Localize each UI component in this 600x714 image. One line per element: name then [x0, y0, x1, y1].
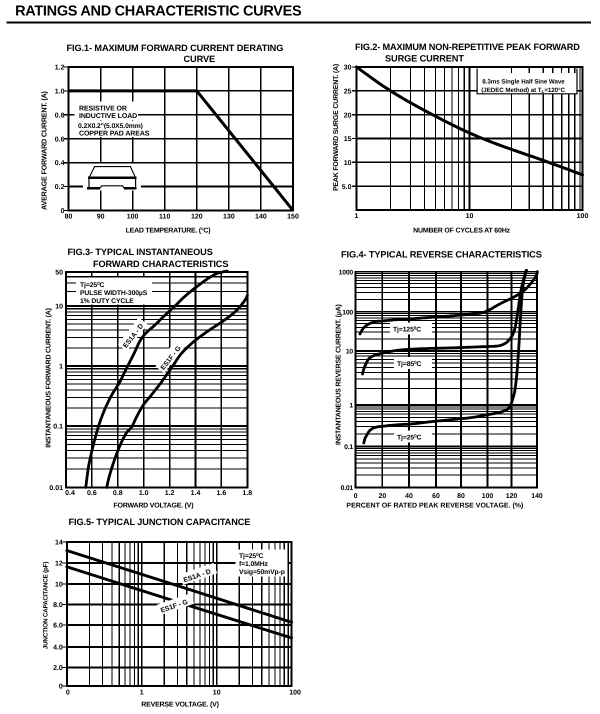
svg-text:FIG.5- TYPICAL JUNCTION CAPACI: FIG.5- TYPICAL JUNCTION CAPACITANCE: [69, 517, 251, 527]
svg-text:15: 15: [344, 136, 352, 143]
svg-text:FIG.4- TYPICAL REVERSE CHARACT: FIG.4- TYPICAL REVERSE CHARACTERISTICS: [341, 250, 542, 260]
svg-text:1: 1: [59, 364, 63, 371]
svg-text:0.8: 0.8: [113, 490, 123, 497]
svg-text:0: 0: [59, 684, 63, 691]
svg-text:FORWARD VOLTAGE. (V): FORWARD VOLTAGE. (V): [113, 502, 193, 510]
svg-text:Tj=250C: Tj=250C: [80, 281, 105, 289]
svg-text:PEAK FORWARD SURGE CURRENT. (A: PEAK FORWARD SURGE CURRENT. (A): [332, 64, 340, 191]
svg-text:0.2X0.2"(5.0X5.0mm): 0.2X0.2"(5.0X5.0mm): [78, 123, 143, 130]
svg-text:100: 100: [127, 214, 139, 221]
svg-text:0.6: 0.6: [87, 490, 97, 497]
svg-text:RATINGS AND CHARACTERISTIC CUR: RATINGS AND CHARACTERISTIC CURVES: [15, 3, 302, 19]
svg-text:8.0: 8.0: [53, 602, 63, 609]
svg-text:50: 50: [55, 270, 63, 277]
svg-text:FIG.3- TYPICAL INSTANTANEOUS: FIG.3- TYPICAL INSTANTANEOUS: [68, 247, 213, 257]
svg-text:110: 110: [159, 214, 170, 221]
svg-text:Tj=1250C: Tj=1250C: [393, 326, 421, 334]
svg-text:0: 0: [61, 208, 65, 215]
svg-text:1: 1: [349, 403, 353, 410]
svg-text:80: 80: [65, 214, 73, 221]
svg-text:120: 120: [506, 493, 518, 500]
svg-text:5.0: 5.0: [342, 184, 352, 191]
svg-text:RESISTIVE OR: RESISTIVE OR: [79, 105, 127, 112]
svg-text:2.0: 2.0: [53, 665, 63, 672]
svg-text:90: 90: [97, 214, 105, 221]
svg-text:Vsig=50mVp-p: Vsig=50mVp-p: [239, 569, 285, 576]
svg-text:140: 140: [255, 214, 267, 221]
svg-text:1.8: 1.8: [242, 490, 252, 497]
svg-text:30: 30: [344, 65, 352, 72]
svg-text:80: 80: [457, 493, 465, 500]
svg-text:LEAD TEMPERATURE. (°C): LEAD TEMPERATURE. (°C): [126, 227, 211, 235]
svg-text:10: 10: [466, 213, 474, 220]
svg-text:SURGE CURRENT: SURGE CURRENT: [385, 54, 464, 64]
svg-text:20: 20: [344, 112, 352, 119]
svg-text:150: 150: [287, 214, 299, 221]
svg-text:140: 140: [531, 493, 543, 500]
svg-text:AVERAGE FORWARD CURRENT. (A): AVERAGE FORWARD CURRENT. (A): [40, 90, 49, 210]
svg-text:FORWARD CHARACTERISTICS: FORWARD CHARACTERISTICS: [93, 259, 228, 269]
svg-text:1.6: 1.6: [217, 490, 227, 497]
svg-text:1.0: 1.0: [139, 490, 149, 497]
svg-text:1.4: 1.4: [191, 490, 201, 497]
svg-text:0.8: 0.8: [55, 112, 65, 119]
svg-text:(JEDEC Method) at TL=120°C: (JEDEC Method) at TL=120°C: [481, 87, 565, 94]
svg-text:1: 1: [140, 690, 144, 697]
svg-text:25: 25: [344, 88, 352, 95]
svg-text:1% DUTY CYCLE: 1% DUTY CYCLE: [80, 298, 134, 305]
svg-text:10: 10: [213, 690, 221, 697]
svg-text:12: 12: [55, 561, 63, 568]
svg-text:FIG.1- MAXIMUM FORWARD CURRENT: FIG.1- MAXIMUM FORWARD CURRENT DERATING: [67, 43, 284, 53]
svg-text:10: 10: [346, 349, 354, 356]
svg-text:40: 40: [405, 493, 413, 500]
svg-text:REVERSE VOLTAGE. (V): REVERSE VOLTAGE. (V): [141, 701, 218, 709]
svg-text:130: 130: [223, 214, 235, 221]
svg-text:INSTANTANEOUS REVERSE CURRENT.: INSTANTANEOUS REVERSE CURRENT. (µA): [335, 304, 343, 445]
svg-text:Tj=250C: Tj=250C: [239, 552, 264, 560]
svg-text:PULSE WIDTH-300µS: PULSE WIDTH-300µS: [80, 290, 148, 297]
svg-text:JUNCTION CAPACITANCE (pF): JUNCTION CAPACITANCE (pF): [43, 562, 50, 650]
svg-text:1: 1: [355, 213, 359, 220]
svg-text:10: 10: [344, 160, 352, 167]
svg-text:4.0: 4.0: [53, 645, 63, 652]
svg-text:0: 0: [354, 493, 358, 500]
svg-text:f=1.0MHz: f=1.0MHz: [239, 561, 269, 568]
svg-text:120: 120: [191, 214, 203, 221]
svg-text:FIG.2- MAXIMUM NON-REPETITIVE: FIG.2- MAXIMUM NON-REPETITIVE PEAK FORWA…: [355, 42, 580, 52]
svg-text:20: 20: [379, 493, 387, 500]
svg-text:COPPER PAD AREAS: COPPER PAD AREAS: [79, 130, 150, 137]
svg-text:1.0: 1.0: [55, 89, 65, 96]
svg-text:60: 60: [432, 493, 440, 500]
svg-text:Tj=250C: Tj=250C: [397, 434, 422, 442]
svg-text:0.6: 0.6: [55, 136, 65, 143]
svg-text:6.0: 6.0: [53, 623, 63, 630]
svg-text:100: 100: [289, 690, 301, 697]
svg-text:1.2: 1.2: [55, 65, 65, 72]
svg-text:0.1: 0.1: [344, 444, 353, 451]
svg-text:0.01: 0.01: [49, 485, 63, 492]
svg-text:0.1: 0.1: [53, 424, 63, 431]
svg-text:INDUCTIVE LOAD: INDUCTIVE LOAD: [79, 113, 137, 120]
svg-text:PERCENT OF RATED PEAK REVERSE: PERCENT OF RATED PEAK REVERSE VOLTAGE. (…: [346, 502, 523, 510]
svg-text:0.2: 0.2: [55, 184, 65, 191]
svg-text:10: 10: [55, 304, 63, 311]
svg-text:0.4: 0.4: [55, 160, 65, 167]
svg-text:INSTANTANEOUS FORWARD CURRENT.: INSTANTANEOUS FORWARD CURRENT. (A): [45, 308, 53, 447]
svg-text:Tj=850C: Tj=850C: [397, 360, 422, 368]
svg-text:100: 100: [342, 309, 353, 316]
svg-text:1.2: 1.2: [165, 490, 175, 497]
svg-text:CURVE: CURVE: [184, 54, 216, 64]
svg-text:0.4: 0.4: [65, 490, 75, 497]
svg-text:10: 10: [55, 582, 63, 589]
svg-text:0: 0: [66, 690, 70, 697]
svg-text:100: 100: [577, 213, 589, 220]
svg-text:8.3ms Single Half Sine Wave: 8.3ms Single Half Sine Wave: [482, 79, 565, 86]
svg-text:100: 100: [482, 493, 494, 500]
svg-text:1000: 1000: [339, 269, 354, 276]
svg-text:NUMBER OF CYCLES AT 60Hz: NUMBER OF CYCLES AT 60Hz: [413, 227, 510, 234]
svg-text:14: 14: [55, 540, 63, 547]
svg-text:0.01: 0.01: [341, 485, 354, 492]
